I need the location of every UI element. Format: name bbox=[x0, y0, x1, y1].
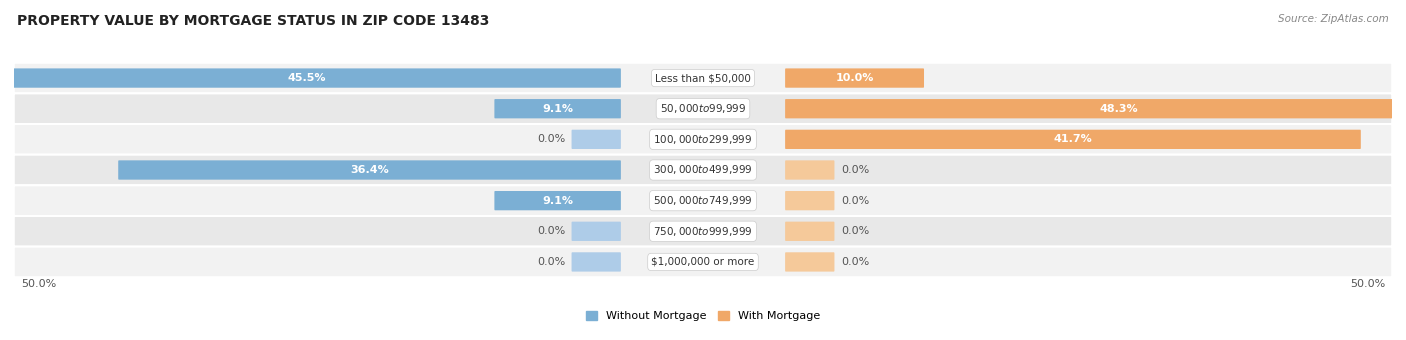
Text: 0.0%: 0.0% bbox=[841, 195, 869, 206]
Text: 41.7%: 41.7% bbox=[1053, 134, 1092, 144]
FancyBboxPatch shape bbox=[14, 63, 1392, 94]
Text: Source: ZipAtlas.com: Source: ZipAtlas.com bbox=[1278, 14, 1389, 23]
FancyBboxPatch shape bbox=[14, 155, 1392, 185]
FancyBboxPatch shape bbox=[572, 130, 621, 149]
FancyBboxPatch shape bbox=[785, 68, 924, 88]
FancyBboxPatch shape bbox=[785, 252, 834, 272]
FancyBboxPatch shape bbox=[785, 222, 834, 241]
Text: 0.0%: 0.0% bbox=[841, 226, 869, 236]
FancyBboxPatch shape bbox=[495, 99, 621, 118]
FancyBboxPatch shape bbox=[14, 216, 1392, 246]
Text: 0.0%: 0.0% bbox=[841, 165, 869, 175]
FancyBboxPatch shape bbox=[14, 246, 1392, 277]
FancyBboxPatch shape bbox=[0, 68, 621, 88]
Text: $50,000 to $99,999: $50,000 to $99,999 bbox=[659, 102, 747, 115]
Text: Less than $50,000: Less than $50,000 bbox=[655, 73, 751, 83]
FancyBboxPatch shape bbox=[785, 160, 834, 180]
Text: 0.0%: 0.0% bbox=[841, 257, 869, 267]
Text: 48.3%: 48.3% bbox=[1099, 104, 1137, 114]
Text: $500,000 to $749,999: $500,000 to $749,999 bbox=[654, 194, 752, 207]
FancyBboxPatch shape bbox=[785, 99, 1406, 118]
Text: $1,000,000 or more: $1,000,000 or more bbox=[651, 257, 755, 267]
Text: 9.1%: 9.1% bbox=[543, 195, 574, 206]
FancyBboxPatch shape bbox=[14, 124, 1392, 155]
Text: $750,000 to $999,999: $750,000 to $999,999 bbox=[654, 225, 752, 238]
Text: $100,000 to $299,999: $100,000 to $299,999 bbox=[654, 133, 752, 146]
Text: 45.5%: 45.5% bbox=[288, 73, 326, 83]
Text: 0.0%: 0.0% bbox=[537, 134, 565, 144]
FancyBboxPatch shape bbox=[14, 185, 1392, 216]
Text: 9.1%: 9.1% bbox=[543, 104, 574, 114]
Text: 36.4%: 36.4% bbox=[350, 165, 389, 175]
FancyBboxPatch shape bbox=[14, 94, 1392, 124]
Text: 0.0%: 0.0% bbox=[537, 257, 565, 267]
FancyBboxPatch shape bbox=[572, 222, 621, 241]
Text: 50.0%: 50.0% bbox=[21, 279, 56, 289]
Text: 0.0%: 0.0% bbox=[537, 226, 565, 236]
FancyBboxPatch shape bbox=[118, 160, 621, 180]
FancyBboxPatch shape bbox=[495, 191, 621, 210]
FancyBboxPatch shape bbox=[785, 130, 1361, 149]
Legend: Without Mortgage, With Mortgage: Without Mortgage, With Mortgage bbox=[586, 311, 820, 321]
Text: PROPERTY VALUE BY MORTGAGE STATUS IN ZIP CODE 13483: PROPERTY VALUE BY MORTGAGE STATUS IN ZIP… bbox=[17, 14, 489, 28]
FancyBboxPatch shape bbox=[785, 191, 834, 210]
Text: 50.0%: 50.0% bbox=[1350, 279, 1385, 289]
FancyBboxPatch shape bbox=[572, 252, 621, 272]
Text: 10.0%: 10.0% bbox=[835, 73, 873, 83]
Text: $300,000 to $499,999: $300,000 to $499,999 bbox=[654, 164, 752, 176]
